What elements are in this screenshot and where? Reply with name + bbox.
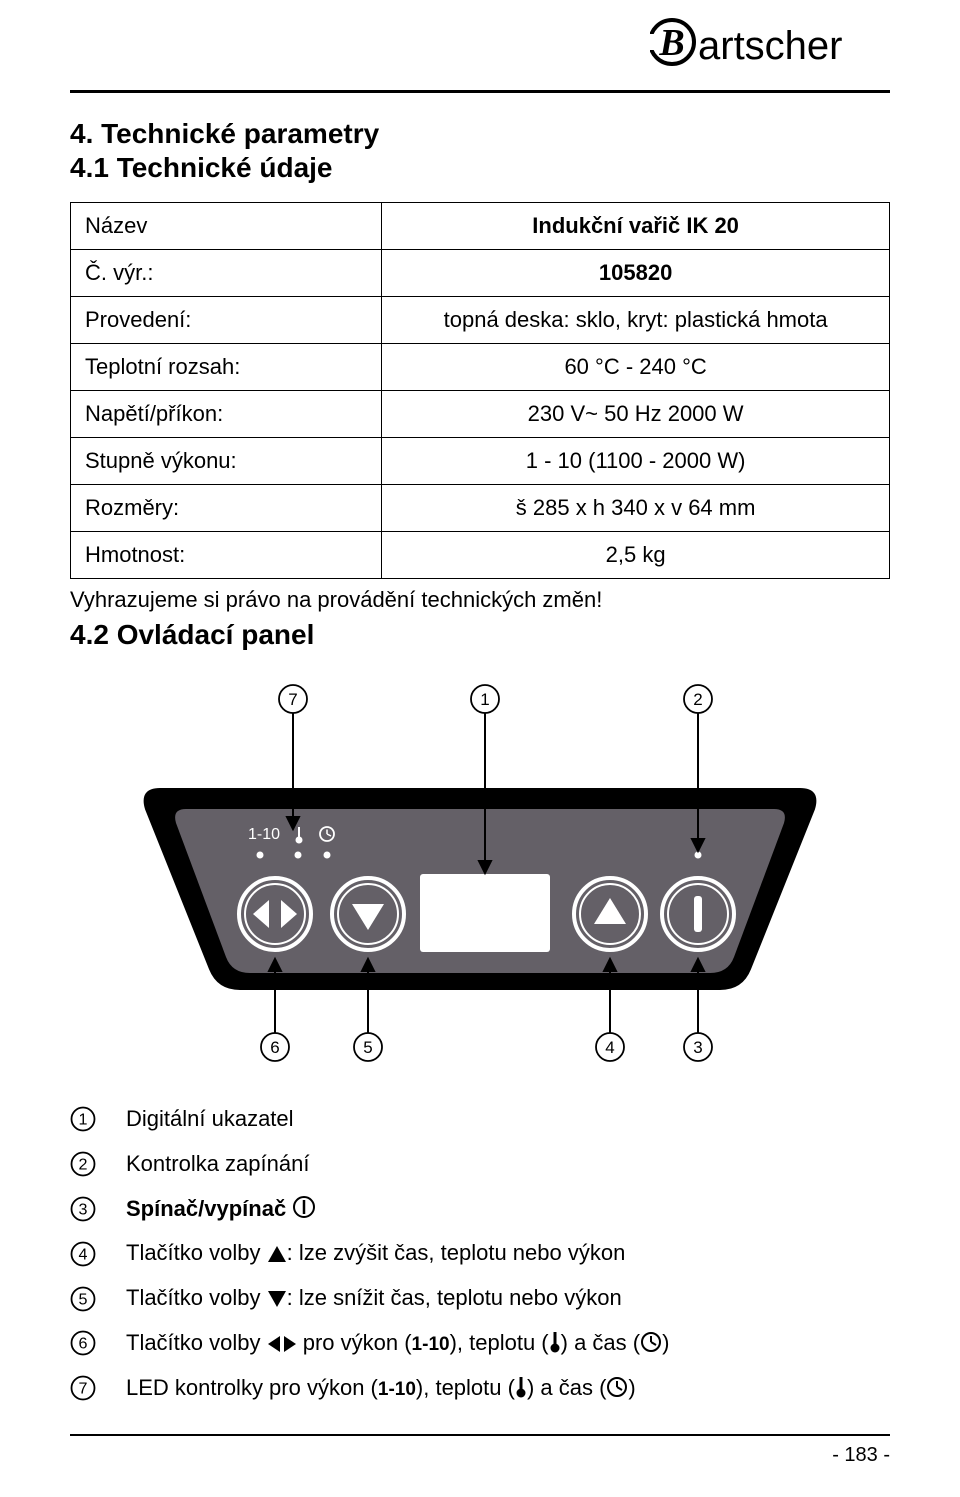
- callout-number: 7: [279, 685, 307, 713]
- svg-text:B: B: [658, 22, 684, 64]
- control-panel-diagram: 7 1 2 1-10: [120, 669, 840, 1074]
- legend-number-icon: 4: [70, 1241, 96, 1267]
- led-dot-3: [324, 852, 331, 859]
- table-row: NázevIndukční vařič IK 20: [71, 203, 890, 250]
- legend-number-icon: 3: [70, 1196, 96, 1222]
- table-row: Napětí/příkon:230 V~ 50 Hz 2000 W: [71, 391, 890, 438]
- section-heading: 4. Technické parametry: [70, 118, 890, 150]
- spec-value: topná deska: sklo, kryt: plastická hmota: [382, 297, 890, 344]
- legend-item: 4 Tlačítko volby : lze zvýšit čas, teplo…: [70, 1238, 890, 1269]
- table-row: Stupně výkonu:1 - 10 (1100 - 2000 W): [71, 438, 890, 485]
- callout-number: 4: [596, 1033, 624, 1061]
- svg-text:6: 6: [79, 1335, 88, 1353]
- led-dot-1: [257, 852, 264, 859]
- bottom-rule: [70, 1434, 890, 1436]
- spec-value: Indukční vařič IK 20: [382, 203, 890, 250]
- panel-display: [420, 874, 550, 952]
- subsection-2-heading: 4.2 Ovládací panel: [70, 619, 890, 651]
- svg-text:5: 5: [363, 1038, 372, 1057]
- top-rule: [70, 90, 890, 93]
- page-number: - 183 -: [70, 1444, 890, 1467]
- spec-label: Teplotní rozsah:: [71, 344, 382, 391]
- spec-value: 60 °C - 240 °C: [382, 344, 890, 391]
- svg-text:1: 1: [79, 1111, 88, 1129]
- callout-number: 1: [471, 685, 499, 713]
- legend-number-icon: 2: [70, 1151, 96, 1177]
- legend-text: Tlačítko volby : lze zvýšit čas, teplotu…: [126, 1238, 890, 1269]
- svg-text:3: 3: [693, 1038, 702, 1057]
- indicator-110-label: 1-10: [248, 826, 280, 843]
- legend-item: 7 LED kontrolky pro výkon (1-10), teplot…: [70, 1373, 890, 1404]
- svg-text:7: 7: [79, 1380, 88, 1398]
- legend-list: 1 Digitální ukazatel 2 Kontrolka zapínán…: [70, 1104, 890, 1404]
- callout-number: 6: [261, 1033, 289, 1061]
- svg-text:7: 7: [288, 690, 297, 709]
- legend-number-icon: 1: [70, 1106, 96, 1132]
- table-row: Hmotnost:2,5 kg: [71, 532, 890, 579]
- spec-label: Provedení:: [71, 297, 382, 344]
- spec-label: Č. výr.:: [71, 250, 382, 297]
- legend-item: 3 Spínač/vypínač: [70, 1194, 890, 1225]
- led-dot-2: [295, 852, 302, 859]
- svg-text:6: 6: [270, 1038, 279, 1057]
- table-row: Provedení:topná deska: sklo, kryt: plast…: [71, 297, 890, 344]
- table-row: Teplotní rozsah:60 °C - 240 °C: [71, 344, 890, 391]
- svg-text:1: 1: [480, 690, 489, 709]
- legend-item: 2 Kontrolka zapínání: [70, 1149, 890, 1180]
- subsection-1-heading: 4.1 Technické údaje: [70, 152, 890, 184]
- legend-text: Tlačítko volby pro výkon (1-10), teplotu…: [126, 1328, 890, 1359]
- legend-text: Kontrolka zapínání: [126, 1149, 890, 1180]
- legend-text: Spínač/vypínač: [126, 1194, 890, 1225]
- spec-value: 105820: [382, 250, 890, 297]
- svg-text:3: 3: [79, 1200, 88, 1218]
- brand-logo: B artscher: [650, 15, 900, 70]
- table-row: Č. výr.:105820: [71, 250, 890, 297]
- svg-text:2: 2: [79, 1156, 88, 1174]
- svg-text:5: 5: [79, 1290, 88, 1308]
- spec-value: 1 - 10 (1100 - 2000 W): [382, 438, 890, 485]
- legend-number-icon: 5: [70, 1286, 96, 1312]
- callout-number: 5: [354, 1033, 382, 1061]
- table-row: Rozměry:š 285 x h 340 x v 64 mm: [71, 485, 890, 532]
- legend-item: 6 Tlačítko volby pro výkon (1-10), teplo…: [70, 1328, 890, 1359]
- rights-note: Vyhrazujeme si právo na provádění techni…: [70, 587, 890, 613]
- callout-number: 2: [684, 685, 712, 713]
- spec-value: š 285 x h 340 x v 64 mm: [382, 485, 890, 532]
- spec-label: Napětí/příkon:: [71, 391, 382, 438]
- brand-text: artscher: [698, 24, 843, 68]
- legend-item: 1 Digitální ukazatel: [70, 1104, 890, 1135]
- legend-text: Digitální ukazatel: [126, 1104, 890, 1135]
- legend-number-icon: 7: [70, 1375, 96, 1401]
- spec-table: NázevIndukční vařič IK 20Č. výr.:105820P…: [70, 202, 890, 579]
- svg-text:4: 4: [605, 1038, 614, 1057]
- legend-text: Tlačítko volby : lze snížit čas, teplotu…: [126, 1283, 890, 1314]
- legend-item: 5 Tlačítko volby : lze snížit čas, teplo…: [70, 1283, 890, 1314]
- spec-value: 2,5 kg: [382, 532, 890, 579]
- spec-label: Hmotnost:: [71, 532, 382, 579]
- legend-text: LED kontrolky pro výkon (1-10), teplotu …: [126, 1373, 890, 1404]
- spec-label: Rozměry:: [71, 485, 382, 532]
- spec-label: Název: [71, 203, 382, 250]
- svg-text:2: 2: [693, 690, 702, 709]
- svg-text:4: 4: [79, 1245, 88, 1263]
- spec-value: 230 V~ 50 Hz 2000 W: [382, 391, 890, 438]
- spec-label: Stupně výkonu:: [71, 438, 382, 485]
- legend-number-icon: 6: [70, 1330, 96, 1356]
- callout-number: 3: [684, 1033, 712, 1061]
